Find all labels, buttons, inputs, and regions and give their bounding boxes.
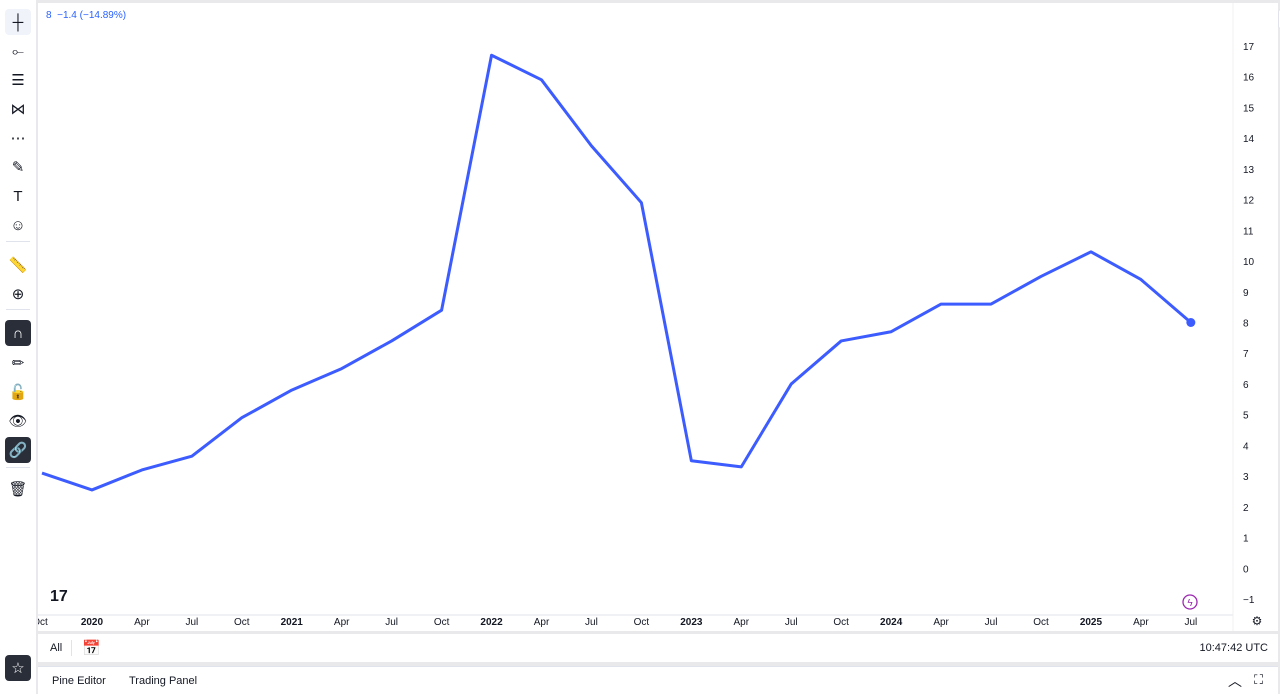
unit-button[interactable]: % — [1278, 9, 1280, 29]
x-tick-label: Apr — [134, 617, 150, 628]
time-label[interactable]: 10:47:42 UTC — [1199, 642, 1268, 654]
x-tick-label: Oct — [1033, 617, 1049, 628]
ruler-icon[interactable]: 📏 — [8, 257, 28, 274]
y-tick-label: 4 — [1243, 441, 1249, 452]
x-tick-label: Jul — [585, 617, 598, 628]
x-tick-label: Jul — [785, 617, 798, 628]
lock-icon[interactable]: 🔓 — [8, 384, 28, 401]
y-tick-label: 7 — [1243, 349, 1249, 360]
y-tick-label: 13 — [1243, 165, 1255, 176]
tab-trading-panel[interactable]: Trading Panel — [129, 675, 198, 687]
magnet-icon[interactable]: ∩ — [5, 320, 31, 346]
y-tick-label: 9 — [1243, 288, 1249, 299]
series-legend: 8 −1.4 (−14.89%) — [46, 10, 126, 21]
x-tick-label: Apr — [534, 617, 550, 628]
x-tick-label: 2025 — [1080, 617, 1103, 628]
x-tick-label: Oct — [634, 617, 650, 628]
eye-icon[interactable]: 👁 — [8, 413, 28, 430]
settings-icon: ⚙ — [1252, 614, 1263, 628]
x-tick-label: 2023 — [680, 617, 703, 628]
y-tick-label: 10 — [1243, 257, 1255, 268]
text-icon[interactable]: T — [13, 187, 23, 205]
bottom-panel: Pine Editor Trading Panel ︿ ⛶ — [38, 666, 1278, 694]
bottom-toolbar: All 📅 10:47:42 UTC — [38, 634, 1278, 662]
tab-pine-editor[interactable]: Pine Editor — [52, 675, 106, 687]
tradingview-logo: 17 — [50, 588, 68, 605]
y-tick-label: 16 — [1243, 73, 1255, 84]
go-to-date-icon[interactable]: 📅 — [82, 640, 101, 657]
data-point — [1186, 318, 1196, 327]
x-tick-label: 2022 — [480, 617, 503, 628]
x-tick-label: Apr — [734, 617, 750, 628]
trend-line-icon[interactable]: ⟜ — [11, 42, 24, 60]
chart-svg: 17161514131211109876543210−1Oct2020AprJu… — [38, 3, 1263, 631]
y-tick-label: 2 — [1243, 503, 1249, 514]
y-tick-label: 6 — [1243, 380, 1249, 391]
series-line — [41, 53, 1192, 492]
collapse-icon[interactable]: ︿ — [1228, 673, 1242, 689]
y-tick-label: 14 — [1243, 134, 1255, 145]
x-tick-label: 2021 — [281, 617, 304, 628]
x-tick-label: Jul — [185, 617, 198, 628]
pattern-icon[interactable]: ⋈ — [10, 101, 26, 118]
y-tick-label: 5 — [1243, 411, 1249, 422]
y-tick-label: 11 — [1243, 226, 1254, 237]
zoom-in-icon[interactable]: ⊕ — [11, 286, 25, 303]
link-icon[interactable]: 🔗 — [5, 437, 31, 463]
y-tick-label: 1 — [1243, 534, 1249, 545]
emoji-icon[interactable]: ☺ — [10, 216, 26, 234]
y-tick-label: 12 — [1243, 196, 1255, 207]
lightning-icon-glyph: ϟ — [1187, 598, 1193, 609]
x-tick-label: Jul — [385, 617, 398, 628]
divider — [71, 640, 72, 656]
y-tick-label: 3 — [1243, 472, 1249, 483]
x-tick-label: 2024 — [880, 617, 903, 628]
star-icon[interactable]: ☆ — [5, 655, 31, 681]
x-tick-label: Apr — [933, 617, 949, 628]
y-tick-label: 0 — [1243, 564, 1249, 575]
fib-icon[interactable]: ☰ — [11, 72, 25, 89]
lock-drawing-icon[interactable]: ✏ — [11, 355, 25, 372]
range-all-button[interactable]: All — [50, 642, 63, 654]
toolbar-divider — [6, 241, 30, 242]
projection-icon[interactable]: ⋯ — [10, 130, 26, 147]
y-tick-label: −1 — [1243, 595, 1255, 606]
maximize-icon[interactable]: ⛶ — [1254, 672, 1264, 687]
x-tick-label: Apr — [1133, 617, 1149, 628]
x-tick-label: Apr — [334, 617, 350, 628]
legend-change: −1.4 (−14.89%) — [57, 10, 127, 21]
lightning-icon — [1182, 594, 1198, 610]
y-tick-label: 17 — [1243, 42, 1255, 53]
trash-icon[interactable]: 🗑 — [8, 481, 28, 498]
drawing-toolbar: ┼ ⟜ ☰ ⋈ ⋯ ✎ T ☺ 📏 ⊕ ∩ ✏ 🔓 👁 🔗 🗑 ☆ — [0, 0, 36, 694]
x-tick-label: Jul — [985, 617, 998, 628]
x-tick-label: Jul — [1184, 617, 1197, 628]
x-tick-label: Oct — [38, 617, 48, 628]
crosshair-icon[interactable]: ┼ — [5, 9, 31, 35]
brush-icon[interactable]: ✎ — [11, 159, 25, 176]
toolbar-divider — [6, 309, 30, 310]
legend-value: 8 — [46, 10, 52, 21]
x-tick-label: Oct — [434, 617, 450, 628]
x-tick-label: 2020 — [81, 617, 104, 628]
toolbar-divider — [6, 467, 30, 468]
chart-area[interactable]: 17161514131211109876543210−1Oct2020AprJu… — [38, 3, 1280, 631]
x-tick-label: Oct — [234, 617, 250, 628]
y-tick-label: 8 — [1243, 319, 1249, 330]
x-tick-label: Oct — [833, 617, 849, 628]
y-tick-label: 15 — [1243, 103, 1255, 114]
